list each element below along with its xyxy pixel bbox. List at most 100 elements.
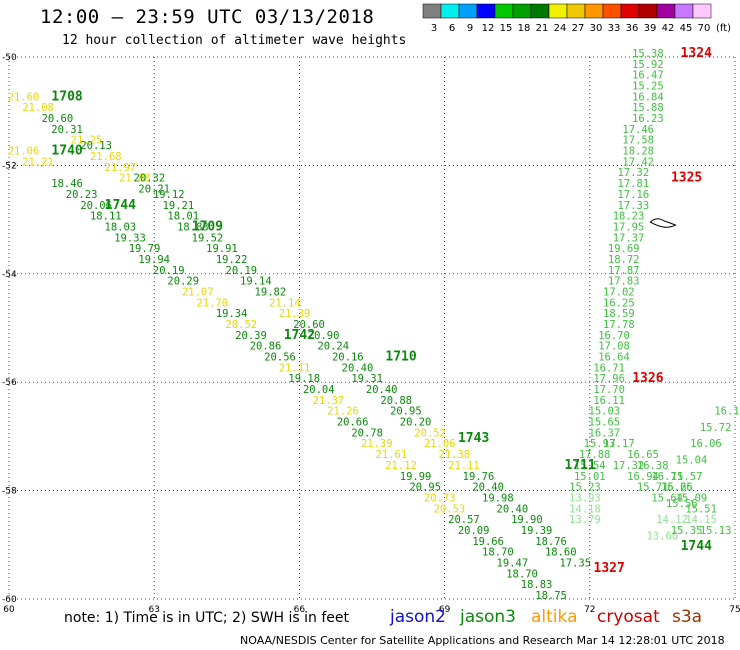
swh-value: 13.79 bbox=[569, 514, 601, 526]
swh-value: 18.70 bbox=[506, 568, 538, 580]
swh-value: 16.64 bbox=[598, 352, 630, 364]
scale-tick-label: 42 bbox=[662, 23, 675, 34]
swh-value: 19.31 bbox=[351, 373, 383, 385]
track-time-label: 1742 bbox=[284, 328, 315, 343]
legend-cryosat: cryosat bbox=[597, 607, 660, 627]
swh-value: 15.23 bbox=[569, 482, 601, 494]
swh-value: 21.12 bbox=[385, 460, 417, 472]
scale-tick-label: 18 bbox=[518, 23, 531, 34]
scale-tick-label: 24 bbox=[554, 23, 567, 34]
swh-value: 20.60 bbox=[42, 113, 74, 125]
swh-value: 20.66 bbox=[337, 417, 369, 429]
swh-value: 17.78 bbox=[603, 319, 635, 331]
swh-value: 19.90 bbox=[511, 514, 543, 526]
swh-value: 20.19 bbox=[153, 265, 185, 277]
swh-value: 20.29 bbox=[167, 276, 199, 288]
swh-value: 19.66 bbox=[472, 536, 504, 548]
track-time-label: 1325 bbox=[671, 171, 702, 186]
swh-value: 19.21 bbox=[163, 200, 195, 212]
swh-value: 20.60 bbox=[293, 319, 325, 331]
scale-tick-label: 27 bbox=[572, 23, 585, 34]
swh-value: 19.34 bbox=[216, 308, 248, 320]
swh-value: 21.88 bbox=[119, 173, 151, 185]
swh-value: 18.75 bbox=[535, 590, 567, 602]
swh-value: 19.33 bbox=[114, 232, 146, 244]
swh-value: 16.37 bbox=[589, 427, 621, 439]
scale-tick-label: 21 bbox=[536, 23, 549, 34]
swh-value: 20.31 bbox=[51, 124, 83, 136]
swh-value: 19.76 bbox=[463, 471, 495, 483]
swh-value: 20.88 bbox=[380, 395, 412, 407]
swh-value: 15.57 bbox=[671, 471, 703, 483]
legend-altika: altika bbox=[531, 607, 578, 627]
swh-value: 21.07 bbox=[182, 286, 214, 298]
swh-value: 20.52 bbox=[414, 427, 446, 439]
swh-value: 21.60 bbox=[8, 91, 40, 103]
swh-value: 17.32 bbox=[613, 460, 645, 472]
track-time-label: 1324 bbox=[681, 46, 712, 61]
swh-value: 18.83 bbox=[177, 221, 209, 233]
swh-value: 16.84 bbox=[632, 91, 664, 103]
swh-value: 17.88 bbox=[579, 449, 611, 461]
swh-value: 20.95 bbox=[409, 482, 441, 494]
swh-value: 15.25 bbox=[632, 81, 664, 93]
scale-tick-label: 70 bbox=[698, 23, 711, 34]
scale-tick-label: 33 bbox=[608, 23, 621, 34]
swh-value: 20.40 bbox=[497, 503, 529, 515]
swh-value: 21.70 bbox=[196, 297, 228, 309]
track-time-label: 1709 bbox=[192, 219, 223, 234]
swh-value: 20.20 bbox=[400, 417, 432, 429]
swh-value: 16.65 bbox=[627, 449, 659, 461]
swh-value: 17.83 bbox=[608, 276, 640, 288]
swh-value: 17.32 bbox=[618, 167, 650, 179]
swh-value: 17.46 bbox=[622, 124, 654, 136]
swh-value: 17.95 bbox=[613, 221, 645, 233]
swh-value: 18.60 bbox=[545, 547, 577, 559]
swh-value: 19.82 bbox=[255, 286, 287, 298]
swh-value: 21.08 bbox=[22, 102, 54, 114]
swh-value: 15.88 bbox=[632, 102, 664, 114]
track-time-label: 1710 bbox=[385, 350, 416, 365]
swh-value: 21.14 bbox=[269, 297, 301, 309]
x-tick-label: 72 bbox=[584, 605, 595, 615]
swh-value: 19.47 bbox=[497, 557, 529, 569]
swh-value: 20.40 bbox=[366, 384, 398, 396]
swh-value: 21.25 bbox=[71, 135, 103, 147]
swh-value: 19.18 bbox=[288, 373, 320, 385]
swh-value: 18.01 bbox=[167, 211, 199, 223]
swh-value: 18.28 bbox=[622, 146, 654, 158]
scale-tick-label: 39 bbox=[644, 23, 657, 34]
swh-value: 15.25 bbox=[661, 482, 693, 494]
swh-value: 16.11 bbox=[593, 395, 625, 407]
swh-value: 20.24 bbox=[317, 341, 349, 353]
swh-value: 17.17 bbox=[603, 438, 635, 450]
swh-value: 17.35 bbox=[559, 557, 591, 569]
y-tick-label: -58 bbox=[2, 487, 17, 497]
swh-value: 17.96 bbox=[593, 373, 625, 385]
swh-value: 20.53 bbox=[434, 503, 466, 515]
swh-value: 18.03 bbox=[105, 221, 137, 233]
swh-value: 15.38 bbox=[632, 48, 664, 60]
swh-value: 20.78 bbox=[351, 427, 383, 439]
swh-value: 18.59 bbox=[603, 308, 635, 320]
swh-value: 21.68 bbox=[90, 151, 122, 163]
swh-value: 21.11 bbox=[448, 460, 480, 472]
swh-value: 20.06 bbox=[80, 200, 112, 212]
track-time-label: 1326 bbox=[632, 371, 663, 386]
swh-value: 21.11 bbox=[279, 362, 311, 374]
swh-value: 19.12 bbox=[153, 189, 185, 201]
swh-value: 17.08 bbox=[598, 341, 630, 353]
chart-subtitle: 12 hour collection of altimeter wave hei… bbox=[62, 33, 407, 48]
swh-value: 19.52 bbox=[192, 232, 224, 244]
color-scale-bar: 3 6 9 12 15 18 21 24 27 30 33 36 39 42 45 70 (ft) bbox=[0, 0, 740, 40]
scale-tick-label: 9 bbox=[467, 23, 473, 34]
swh-value: 14.18 bbox=[569, 503, 601, 515]
scale-tick-label: 45 bbox=[680, 23, 693, 34]
swh-value: 20.16 bbox=[332, 352, 364, 364]
swh-value: 20.39 bbox=[235, 330, 267, 342]
scale-tick-label: 15 bbox=[500, 23, 513, 34]
swh-value: 17.42 bbox=[622, 156, 654, 168]
swh-value: 20.73 bbox=[424, 492, 456, 504]
swh-value: 15.65 bbox=[589, 417, 621, 429]
swh-value: 21.38 bbox=[438, 449, 470, 461]
